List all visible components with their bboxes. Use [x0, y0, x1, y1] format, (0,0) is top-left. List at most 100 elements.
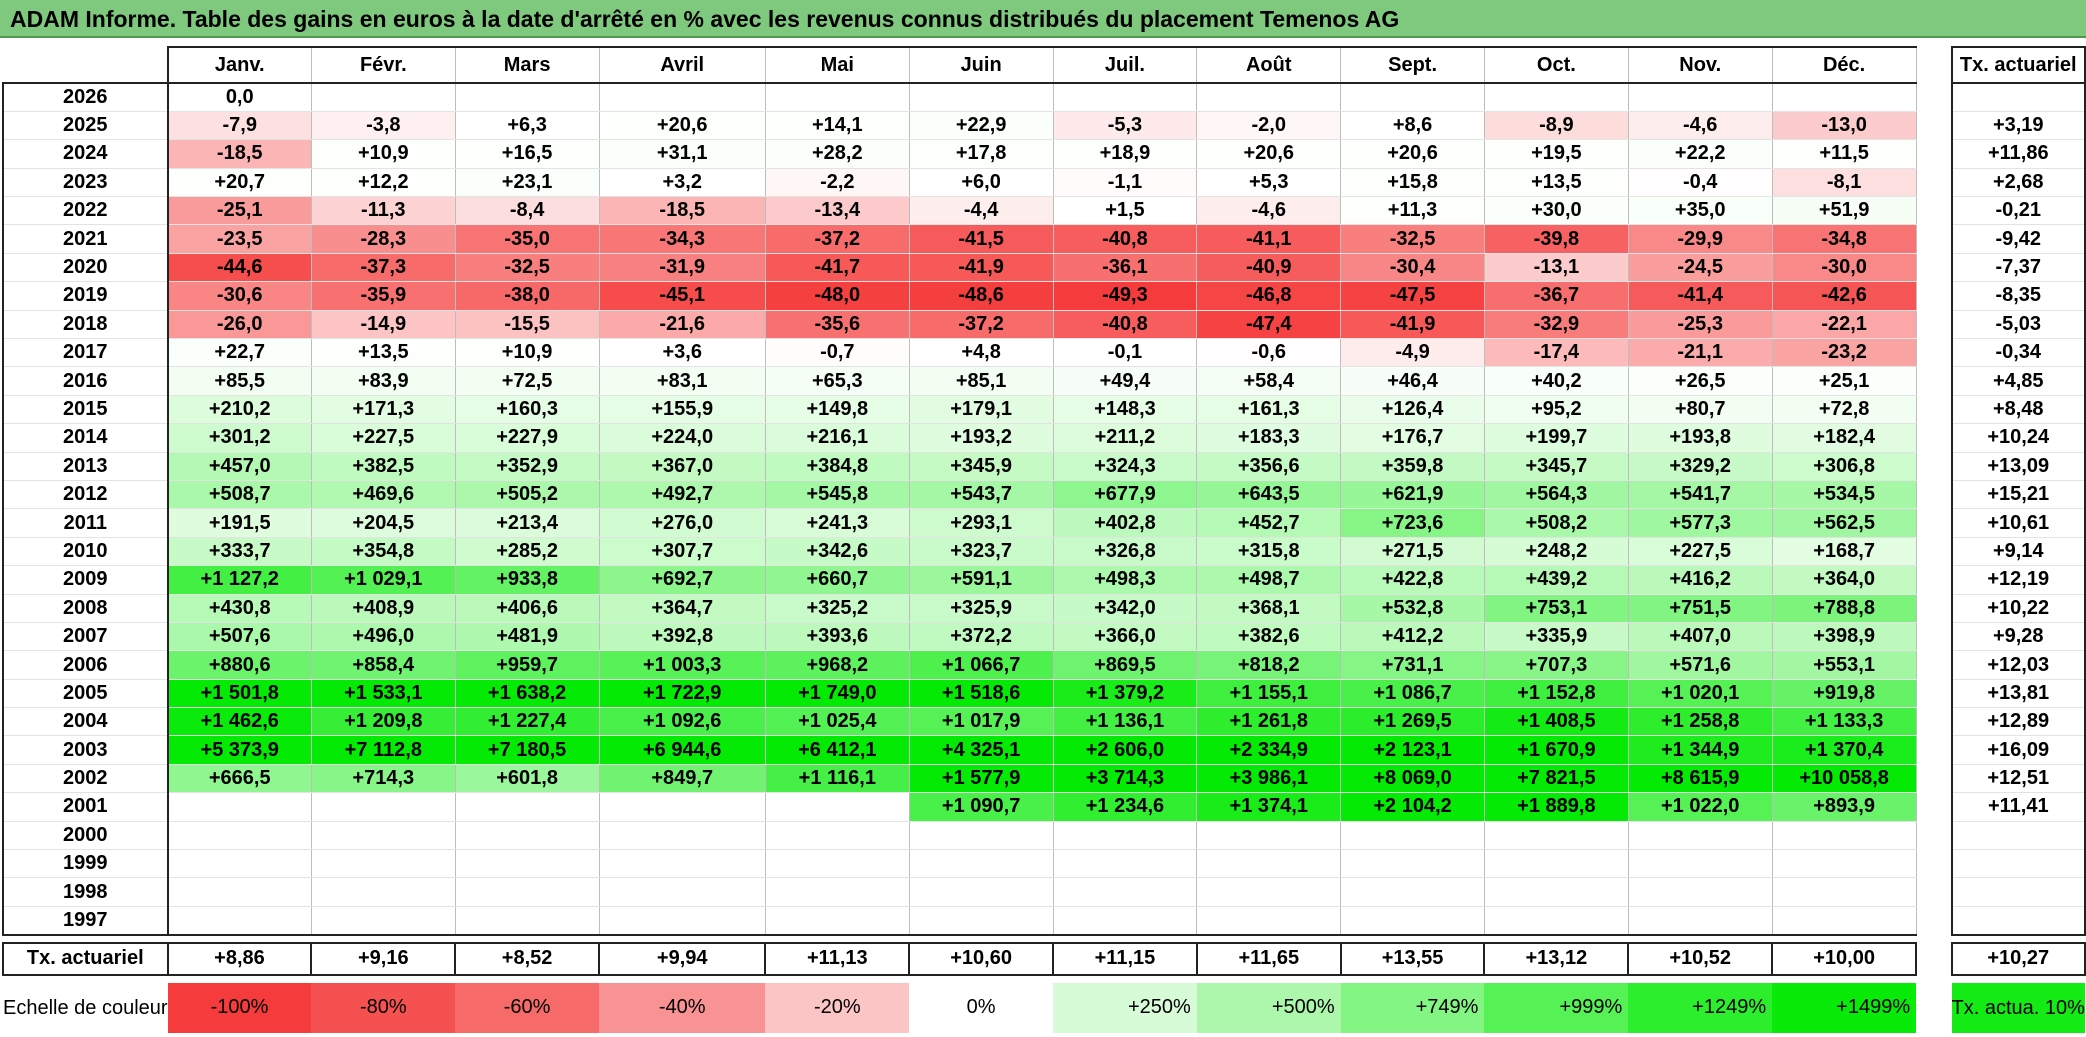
value-cell: -13,0: [1771, 111, 1917, 141]
value-cell: +14,1: [764, 111, 910, 141]
year-cell: 2012: [2, 480, 169, 510]
month-header: Janv.: [167, 46, 312, 84]
value-cell: +1 025,4: [764, 707, 910, 737]
table-row: 2005 +1 501,8 +1 533,1 +1 638,2 +1 722,9 +1 7…: [2, 679, 2086, 709]
year-cell: 2014: [2, 423, 169, 453]
year-cell: 2001: [2, 792, 169, 822]
value-cell: [1627, 83, 1773, 112]
value-cell: +1 022,0: [1627, 792, 1773, 822]
tx-header: Tx. actuariel: [1950, 46, 2086, 84]
value-cell: +406,6: [454, 594, 600, 623]
value-cell: [1483, 83, 1629, 112]
table-row: 2025 -7,9 -3,8 +6,3 +20,6 +14,1 +22,9 -5,3 -2,0 +…: [2, 111, 2086, 141]
value-cell: +352,9: [454, 452, 600, 481]
value-cell: +1 092,6: [598, 707, 766, 737]
value-cell: -41,1: [1196, 224, 1342, 254]
value-cell: -24,5: [1627, 253, 1773, 283]
tx-cell: +16,09: [1950, 735, 2086, 765]
tx-cell: +9,14: [1950, 537, 2086, 567]
table-row: 2021 -23,5 -28,3 -35,0 -34,3 -37,2 -41,5 -40,8-…: [2, 224, 2086, 254]
value-cell: -35,9: [310, 281, 456, 311]
value-cell: +407,0: [1627, 622, 1773, 652]
total-cell: +9,16: [310, 941, 457, 976]
value-cell: [310, 849, 456, 879]
value-cell: +666,5: [167, 764, 312, 794]
value-cell: -17,4: [1483, 338, 1629, 368]
value-cell: +23,1: [454, 168, 600, 198]
value-cell: +241,3: [764, 508, 910, 538]
value-cell: +1 155,1: [1196, 679, 1342, 709]
tx-cell: +2,68: [1950, 168, 2086, 198]
value-cell: +95,2: [1483, 395, 1629, 425]
column-gap: [1916, 906, 1952, 935]
year-cell: 2009: [2, 565, 169, 595]
value-cell: +306,8: [1771, 452, 1917, 481]
total-cell: +11,65: [1195, 941, 1342, 976]
year-cell: 2021: [2, 224, 169, 254]
value-cell: +2 104,2: [1340, 792, 1485, 822]
column-gap: [1916, 508, 1952, 538]
value-cell: +65,3: [764, 366, 910, 396]
table-row: 2000: [2, 821, 2086, 851]
value-cell: -21,1: [1627, 338, 1773, 368]
year-cell: 2015: [2, 395, 169, 425]
value-cell: +532,8: [1340, 594, 1485, 623]
value-cell: +72,5: [454, 366, 600, 396]
value-cell: -8,4: [454, 196, 600, 226]
value-cell: -26,0: [167, 310, 312, 340]
value-cell: -5,3: [1052, 111, 1198, 141]
value-cell: -47,4: [1196, 310, 1342, 340]
value-cell: +368,1: [1196, 594, 1342, 623]
tx-cell: +13,09: [1950, 452, 2086, 481]
color-scale-swatch: +749%: [1340, 982, 1485, 1033]
totals-label: Tx. actuariel: [2, 941, 169, 976]
color-scale-label: Echelle de couleur: [3, 996, 168, 1019]
value-cell: [908, 849, 1054, 879]
value-cell: +534,5: [1771, 480, 1917, 510]
value-cell: +367,0: [598, 452, 766, 481]
value-cell: [1340, 83, 1485, 112]
value-cell: [310, 906, 456, 936]
value-cell: [1771, 821, 1917, 851]
value-cell: [908, 821, 1054, 851]
value-cell: +7 821,5: [1483, 764, 1629, 794]
table-row: 2018 -26,0 -14,9 -15,5 -21,6 -35,6 -37,2 -40,8-…: [2, 310, 2086, 340]
value-cell: +1 533,1: [310, 679, 456, 709]
column-gap: [1916, 821, 1952, 850]
value-cell: +858,4: [310, 650, 456, 680]
value-cell: -35,6: [764, 310, 910, 340]
value-cell: +3 986,1: [1196, 764, 1342, 794]
value-cell: -30,6: [167, 281, 312, 311]
value-cell: +49,4: [1052, 366, 1198, 396]
year-cell: 2010: [2, 537, 169, 567]
value-cell: [1771, 83, 1917, 112]
column-gap: [1916, 281, 1952, 311]
color-scale-swatch: +500%: [1196, 982, 1341, 1033]
month-header: Sept.: [1340, 46, 1485, 84]
month-header: Nov.: [1627, 46, 1773, 84]
value-cell: [598, 877, 766, 907]
corner-cell: [3, 47, 169, 84]
value-cell: +1 136,1: [1052, 707, 1198, 737]
tx-cell: -0,21: [1950, 196, 2086, 226]
value-cell: -7,9: [167, 111, 312, 141]
month-header: Mai: [764, 46, 910, 84]
table-row: 2002 +666,5 +714,3 +601,8 +849,7 +1 116,1 +1 5…: [2, 764, 2086, 794]
value-cell: [454, 849, 600, 879]
year-cell: 2022: [2, 196, 169, 226]
value-cell: -38,0: [454, 281, 600, 311]
column-gap: [1916, 196, 1952, 225]
value-cell: [1483, 877, 1629, 907]
value-cell: +7 180,5: [454, 735, 600, 765]
value-cell: -23,2: [1771, 338, 1917, 368]
year-cell: 1999: [2, 849, 169, 879]
value-cell: -14,9: [310, 310, 456, 340]
value-cell: +224,0: [598, 423, 766, 453]
tx-cell: +12,03: [1950, 650, 2086, 680]
value-cell: +439,2: [1483, 565, 1629, 595]
column-gap: [1916, 111, 1952, 140]
year-cell: 2016: [2, 366, 169, 396]
value-cell: +707,3: [1483, 650, 1629, 680]
value-cell: -41,5: [908, 224, 1054, 254]
value-cell: -31,9: [598, 253, 766, 283]
